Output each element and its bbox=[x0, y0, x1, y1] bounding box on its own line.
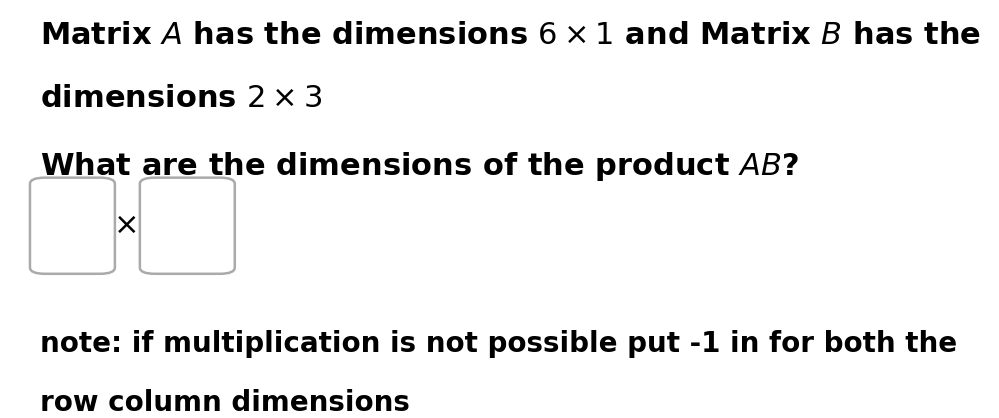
Text: What are the dimensions of the product $\mathit{AB}$?: What are the dimensions of the product $… bbox=[40, 150, 798, 184]
Text: row column dimensions: row column dimensions bbox=[40, 389, 410, 417]
Text: Matrix $\mathit{A}$ has the dimensions $6 \times 1$ and Matrix $\mathit{B}$ has : Matrix $\mathit{A}$ has the dimensions $… bbox=[40, 21, 981, 50]
Text: $\times$: $\times$ bbox=[113, 211, 137, 240]
FancyBboxPatch shape bbox=[140, 178, 235, 274]
Text: dimensions $2 \times 3$: dimensions $2 \times 3$ bbox=[40, 84, 323, 112]
Text: note: if multiplication is not possible put -1 in for both the: note: if multiplication is not possible … bbox=[40, 330, 957, 358]
FancyBboxPatch shape bbox=[30, 178, 115, 274]
